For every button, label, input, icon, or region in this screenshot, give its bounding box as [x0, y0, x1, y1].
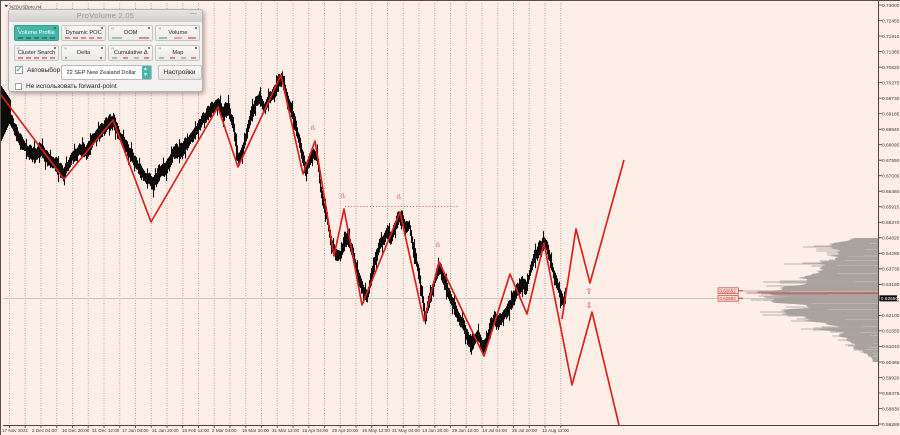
- svg-text:0.63190: 0.63190: [882, 282, 900, 288]
- svg-text:12 Aug 12:00: 12 Aug 12:00: [542, 428, 570, 433]
- svg-text:31 Mar 12:00: 31 Mar 12:00: [272, 428, 300, 433]
- svg-text:ß: ß: [341, 193, 345, 200]
- svg-text:0.67550: 0.67550: [882, 158, 900, 164]
- svg-text:14 Jul 04:00: 14 Jul 04:00: [482, 428, 507, 433]
- svg-text:NZDUSDpro,H4: NZDUSDpro,H4: [10, 5, 42, 10]
- svg-text:2 Mar 04:00: 2 Mar 04:00: [212, 428, 237, 433]
- svg-text:0.64825: 0.64825: [882, 236, 900, 242]
- svg-text:0.65370: 0.65370: [882, 220, 900, 226]
- svg-text:0.59920: 0.59920: [882, 375, 900, 381]
- svg-text:14 Jun 20:00: 14 Jun 20:00: [422, 428, 449, 433]
- svg-text:ß: ß: [397, 194, 401, 201]
- svg-text:⇧: ⇧: [586, 287, 593, 296]
- svg-text:0.58830: 0.58830: [882, 406, 900, 412]
- svg-text:0.68640: 0.68640: [882, 127, 900, 133]
- svg-text:16 Dec 20:00: 16 Dec 20:00: [62, 428, 90, 433]
- svg-text:0.66460: 0.66460: [882, 189, 900, 195]
- svg-text:0.64280: 0.64280: [882, 251, 900, 257]
- svg-text:16 May 12:00: 16 May 12:00: [362, 428, 390, 433]
- svg-text:0.62652: 0.62652: [720, 289, 737, 294]
- svg-text:16 Mar 20:00: 16 Mar 20:00: [242, 428, 270, 433]
- svg-text:0.70275: 0.70275: [882, 80, 900, 86]
- svg-text:0.65915: 0.65915: [882, 205, 900, 211]
- svg-text:0.62602: 0.62602: [720, 296, 737, 301]
- svg-text:31 Dec 12:00: 31 Dec 12:00: [92, 428, 120, 433]
- svg-text:ß: ß: [311, 125, 315, 132]
- svg-text:0.68095: 0.68095: [882, 143, 900, 149]
- svg-text:0.60465: 0.60465: [882, 360, 900, 366]
- svg-text:0.61555: 0.61555: [882, 329, 900, 335]
- svg-text:0.73000: 0.73000: [882, 3, 900, 9]
- svg-text:2 Dec 04:00: 2 Dec 04:00: [32, 428, 57, 433]
- svg-text:28 Jul 20:00: 28 Jul 20:00: [512, 428, 537, 433]
- svg-text:31 Jan 20:00: 31 Jan 20:00: [152, 428, 179, 433]
- svg-text:0.58285: 0.58285: [882, 422, 900, 428]
- svg-text:29 Jun 12:00: 29 Jun 12:00: [452, 428, 479, 433]
- svg-text:17 Jan 04:00: 17 Jan 04:00: [122, 428, 149, 433]
- svg-text:0.70820: 0.70820: [882, 65, 900, 71]
- svg-text:0.62650: 0.62650: [881, 296, 899, 302]
- svg-text:0.71365: 0.71365: [882, 49, 900, 55]
- svg-text:0.63735: 0.63735: [882, 267, 900, 273]
- svg-text:29 Apr 20:00: 29 Apr 20:00: [332, 428, 358, 433]
- svg-text:0.69185: 0.69185: [882, 111, 900, 117]
- svg-text:0.59375: 0.59375: [882, 391, 900, 397]
- svg-text:0.69730: 0.69730: [882, 96, 900, 102]
- svg-text:0.62100: 0.62100: [882, 313, 900, 319]
- svg-text:ß: ß: [436, 242, 440, 249]
- svg-text:⇩: ⇩: [586, 301, 593, 310]
- svg-text:0.67005: 0.67005: [882, 174, 900, 180]
- svg-text:17 Nov 2021: 17 Nov 2021: [2, 428, 28, 433]
- svg-text:15 Feb 12:00: 15 Feb 12:00: [182, 428, 210, 433]
- svg-text:0.61010: 0.61010: [882, 344, 900, 350]
- svg-text:15 Apr 04:00: 15 Apr 04:00: [302, 428, 328, 433]
- svg-text:31 May 04:00: 31 May 04:00: [392, 428, 420, 433]
- svg-text:0.71910: 0.71910: [882, 34, 900, 40]
- svg-text:0.72455: 0.72455: [882, 18, 900, 24]
